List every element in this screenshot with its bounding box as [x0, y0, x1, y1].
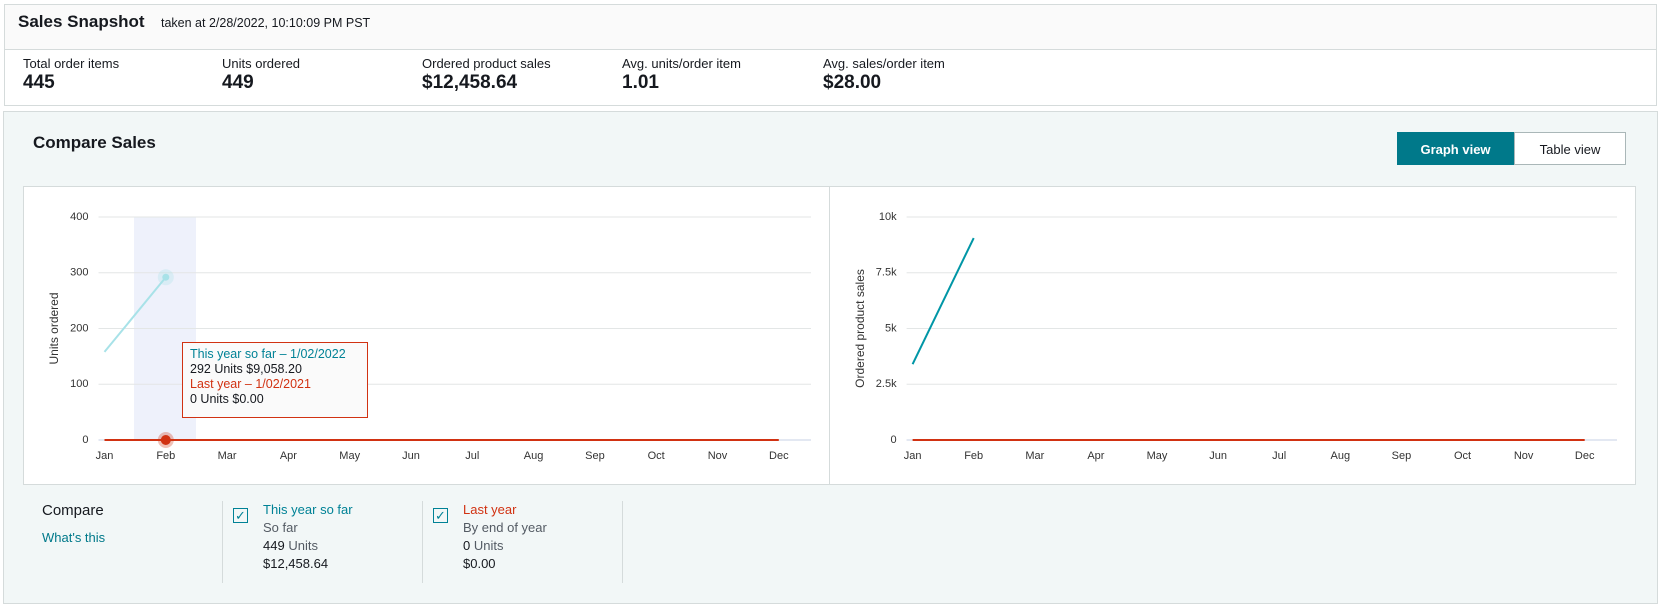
divider — [222, 501, 223, 583]
page-title: Sales Snapshot — [18, 12, 145, 31]
units: 0 Units — [463, 537, 547, 555]
y-tick-label: 0 — [82, 434, 88, 446]
tooltip-line: This year so far – 1/02/2022 — [190, 347, 346, 361]
x-tick-label: Dec — [769, 450, 789, 462]
metric-label: Ordered product sales — [422, 56, 551, 71]
compare-item: This year so far So far 449 Units $12,45… — [263, 501, 353, 573]
series-line — [103, 276, 167, 353]
metric-value: $12,458.64 — [422, 72, 518, 93]
tooltip-line: 292 Units $9,058.20 — [190, 362, 302, 376]
x-tick-label: Aug — [524, 450, 544, 462]
units-value: 449 — [263, 538, 285, 553]
units: 449 Units — [263, 537, 353, 555]
graph-view-button[interactable]: Graph view — [1397, 132, 1514, 165]
x-tick-label: Feb — [964, 450, 983, 462]
x-tick-label: Feb — [156, 450, 175, 462]
hover-point — [160, 435, 171, 445]
period: By end of year — [463, 520, 547, 535]
sales: $0.00 — [463, 556, 496, 571]
x-tick-label: Apr — [280, 450, 297, 462]
y-tick-label: 0 — [890, 434, 896, 446]
metrics-bar — [4, 49, 1657, 106]
metric-value: 445 — [23, 72, 55, 93]
x-tick-label: Aug — [1331, 450, 1351, 462]
x-tick-label: Jun — [1209, 450, 1227, 462]
checkbox[interactable]: ✓ — [233, 508, 248, 523]
table-view-button[interactable]: Table view — [1514, 132, 1626, 165]
sales: $12,458.64 — [263, 556, 329, 571]
metric-value: $28.00 — [823, 72, 882, 93]
x-tick-label: Nov — [708, 450, 728, 462]
metric-label: Total order items — [23, 56, 120, 71]
x-tick-label: May — [339, 450, 360, 462]
tooltip-line: 0 Units $0.00 — [190, 392, 264, 406]
timestamp: taken at 2/28/2022, 10:10:09 PM PST — [161, 16, 371, 30]
legend-entry: Last year — [463, 502, 517, 517]
hover-point — [162, 273, 170, 281]
legend-entry: This year so far — [263, 502, 353, 517]
metric-label: Avg. units/order item — [622, 56, 741, 71]
x-tick-label: Mar — [1025, 450, 1044, 462]
x-tick-label: Jan — [96, 450, 114, 462]
tooltip-line: Last year – 1/02/2021 — [190, 377, 311, 391]
x-tick-label: Jan — [904, 450, 922, 462]
x-tick-label: Oct — [648, 450, 665, 462]
tooltip: This year so far – 1/02/2022 292 Units $… — [182, 342, 368, 418]
whats-this-link[interactable]: What's this — [42, 530, 106, 545]
x-tick-label: Sep — [1392, 450, 1412, 462]
period: So far — [263, 520, 298, 535]
divider — [622, 501, 623, 583]
x-tick-label: Sep — [585, 450, 605, 462]
units-label: Units — [473, 538, 504, 553]
y-tick-label: 5k — [885, 322, 897, 334]
y-axis-label: Units ordered — [47, 292, 61, 364]
y-tick-label: 300 — [70, 267, 88, 279]
header-bar — [4, 4, 1657, 50]
y-tick-label: 2.5k — [876, 378, 897, 390]
y-axis-label: Ordered product sales — [853, 269, 867, 388]
checkbox[interactable]: ✓ — [433, 508, 448, 523]
x-tick-label: May — [1147, 450, 1168, 462]
sales-chart: 0 2.5k 5k 7.5k 10k Jan Feb Mar Apr May Jun Jul Aug Se… — [853, 211, 1617, 462]
y-tick-label: 7.5k — [876, 267, 897, 279]
x-tick-label: Nov — [1514, 450, 1534, 462]
x-tick-label: Jul — [1272, 450, 1286, 462]
metric-value: 1.01 — [622, 72, 659, 93]
x-tick-label: Mar — [218, 450, 237, 462]
y-tick-label: 100 — [70, 378, 88, 390]
chart-divider — [829, 186, 830, 485]
x-tick-label: Apr — [1087, 450, 1104, 462]
x-tick-label: Jun — [402, 450, 420, 462]
x-tick-label: Dec — [1575, 450, 1595, 462]
metric-label: Units ordered — [222, 56, 301, 71]
units-label: Units — [288, 538, 318, 553]
metric-label: Avg. sales/order item — [823, 56, 945, 71]
y-tick-label: 10k — [879, 211, 897, 223]
series-line — [911, 237, 975, 365]
divider — [422, 501, 423, 583]
units-chart: 0 100 200 300 400 Jan Feb Mar Apr May Jun Jul Aug Sep… — [47, 211, 811, 462]
x-tick-label: Oct — [1454, 450, 1471, 462]
y-tick-label: 400 — [70, 211, 88, 223]
metric-value: 449 — [222, 72, 254, 93]
compare-item: Last year By end of year 0 Units $0.00 — [463, 501, 547, 573]
compare-title: Compare — [42, 502, 104, 519]
section-title: Compare Sales — [33, 133, 156, 152]
y-tick-label: 200 — [70, 322, 88, 334]
x-tick-label: Jul — [465, 450, 479, 462]
units-value: 0 — [463, 538, 471, 553]
